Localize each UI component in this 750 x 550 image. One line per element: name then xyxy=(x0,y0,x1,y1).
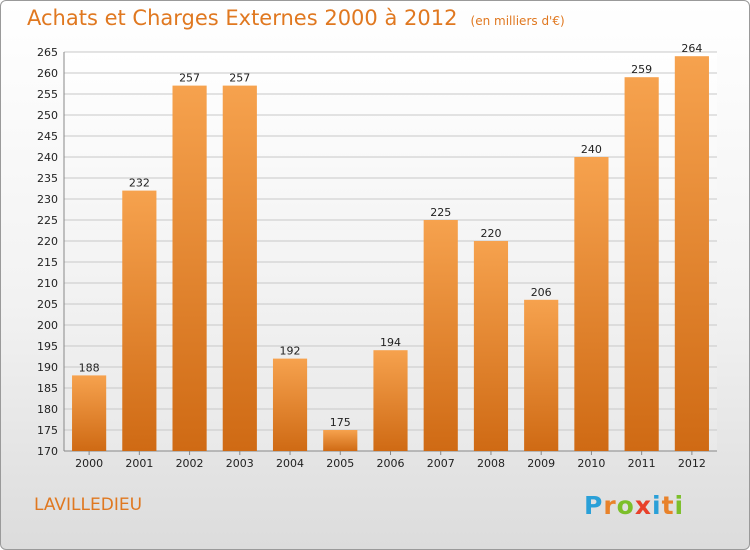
bar xyxy=(373,350,408,451)
x-tick-label: 2009 xyxy=(527,457,555,470)
x-tick-label: 2011 xyxy=(628,457,656,470)
x-tick-label: 2007 xyxy=(427,457,455,470)
x-tick-label: 2001 xyxy=(125,457,153,470)
bar xyxy=(72,375,107,451)
y-tick-label: 225 xyxy=(37,214,58,227)
y-tick-label: 205 xyxy=(37,298,58,311)
plot-area: 170 175 180 185 190 195 200 205 210 215 220 225 230 2… xyxy=(37,42,717,470)
data-label: 194 xyxy=(380,336,401,349)
bar xyxy=(272,358,308,451)
bar xyxy=(323,430,358,451)
data-label: 206 xyxy=(531,286,552,299)
data-label: 188 xyxy=(79,361,100,374)
y-tick-label: 245 xyxy=(37,130,58,143)
commune-name: LAVILLEDIEU xyxy=(34,495,143,515)
logo-letter: i xyxy=(652,491,662,520)
logo-letter: t xyxy=(661,491,675,520)
x-tick-label: 2000 xyxy=(75,457,103,470)
y-tick-label: 235 xyxy=(37,172,58,185)
proxiti-logo[interactable]: Proxiti xyxy=(584,491,684,520)
data-label: 232 xyxy=(129,177,150,190)
x-tick-label: 2004 xyxy=(276,457,304,470)
y-tick-label: 240 xyxy=(37,151,58,164)
data-label: 257 xyxy=(179,72,200,85)
bar xyxy=(122,190,157,451)
logo-letter: o xyxy=(616,491,635,520)
x-tick-label: 2008 xyxy=(477,457,505,470)
data-label: 259 xyxy=(631,63,652,76)
y-tick-label: 255 xyxy=(37,88,58,101)
y-tick-label: 170 xyxy=(37,445,58,458)
data-label: 175 xyxy=(330,416,351,429)
y-tick-label: 230 xyxy=(37,193,58,206)
y-tick-label: 175 xyxy=(37,424,58,437)
bar xyxy=(674,56,709,451)
x-tick-label: 2006 xyxy=(377,457,405,470)
bar xyxy=(574,157,609,451)
x-tick-label: 2012 xyxy=(678,457,706,470)
y-tick-label: 185 xyxy=(37,382,58,395)
y-tick-label: 265 xyxy=(37,46,58,59)
x-tick-label: 2002 xyxy=(176,457,204,470)
data-label: 220 xyxy=(480,227,501,240)
logo-letter: i xyxy=(674,491,685,520)
chart-title: Achats et Charges Externes 2000 à 2012 xyxy=(27,6,458,30)
title-row: Achats et Charges Externes 2000 à 2012 (… xyxy=(27,6,565,30)
data-label: 240 xyxy=(581,143,602,156)
logo-letter: P xyxy=(584,491,604,520)
y-tick-label: 180 xyxy=(37,403,58,416)
y-tick-label: 250 xyxy=(37,109,58,122)
x-tick-label: 2010 xyxy=(577,457,605,470)
y-tick-label: 210 xyxy=(37,277,58,290)
bar xyxy=(473,241,509,451)
y-tick-label: 215 xyxy=(37,256,58,269)
y-tick-label: 195 xyxy=(37,340,58,353)
logo-letter: r xyxy=(603,491,617,520)
bar xyxy=(423,220,458,451)
bar xyxy=(172,85,207,451)
data-label: 192 xyxy=(280,345,301,358)
y-tick-label: 260 xyxy=(37,67,58,80)
y-tick-label: 200 xyxy=(37,319,58,332)
bar xyxy=(524,299,559,451)
x-tick-label: 2003 xyxy=(226,457,254,470)
bar xyxy=(624,77,659,451)
logo-letter: x xyxy=(634,491,652,520)
x-tick-label: 2005 xyxy=(326,457,354,470)
data-label: 225 xyxy=(430,206,451,219)
bar xyxy=(222,85,257,451)
chart-unit: (en milliers d'€) xyxy=(470,14,565,28)
y-tick-label: 220 xyxy=(37,235,58,248)
data-label: 264 xyxy=(681,42,702,55)
data-label: 257 xyxy=(229,72,250,85)
y-tick-label: 190 xyxy=(37,361,58,374)
